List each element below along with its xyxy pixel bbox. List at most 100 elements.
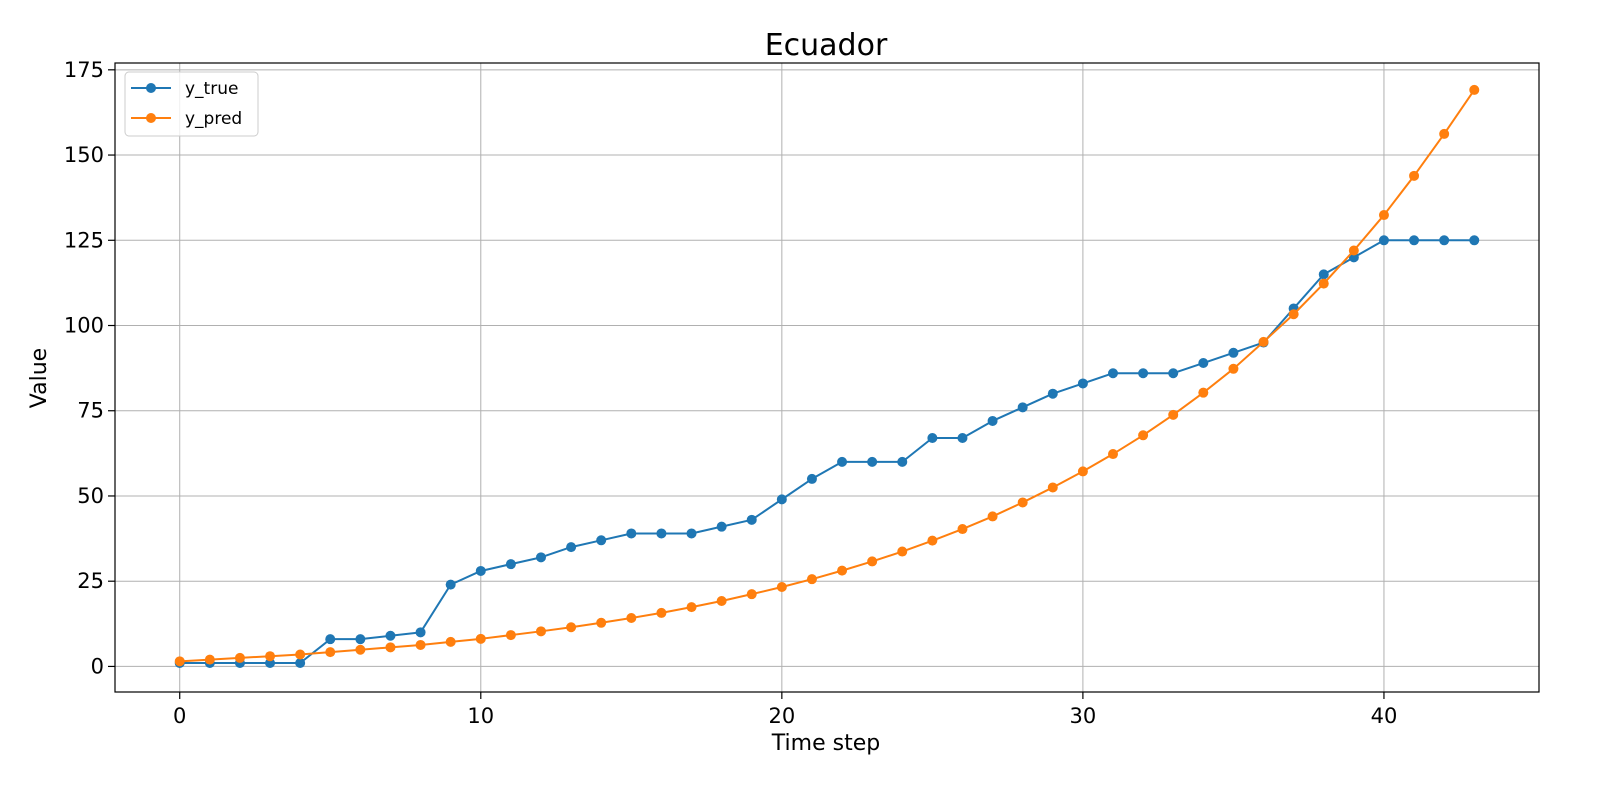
legend-items: y_true y_pred <box>131 79 242 129</box>
data-point <box>325 647 336 658</box>
data-point <box>837 456 848 467</box>
y-axis-label: Value <box>27 348 52 408</box>
x-axis-label: Time step <box>771 731 880 756</box>
data-point <box>1198 358 1209 369</box>
y-tick-label: 50 <box>77 484 104 508</box>
data-point <box>295 658 306 669</box>
data-point <box>596 617 607 628</box>
data-point <box>1318 278 1329 289</box>
data-point <box>445 636 456 647</box>
data-point <box>505 630 516 641</box>
data-point <box>1228 347 1239 358</box>
data-point <box>265 651 276 662</box>
data-point <box>927 433 938 444</box>
data-point <box>1469 235 1480 246</box>
data-point <box>1288 309 1299 320</box>
data-point <box>957 524 968 535</box>
data-point <box>1108 368 1119 379</box>
data-point <box>1047 482 1058 493</box>
data-point <box>626 613 637 624</box>
data-point <box>987 511 998 522</box>
data-point <box>927 535 938 546</box>
data-point <box>385 630 396 641</box>
chart-title: Ecuador <box>765 28 888 63</box>
data-point <box>957 433 968 444</box>
data-point <box>1198 387 1209 398</box>
data-point <box>837 565 848 576</box>
data-point <box>656 528 667 539</box>
data-point <box>204 654 215 665</box>
series-y-pred <box>174 84 1480 667</box>
data-point <box>1228 363 1239 374</box>
data-point <box>987 415 998 426</box>
data-point <box>1409 235 1420 246</box>
data-point <box>1017 402 1028 413</box>
legend-marker <box>146 113 156 123</box>
y-tick-label: 0 <box>91 654 104 678</box>
y-tick-label: 25 <box>77 569 104 593</box>
data-point <box>746 589 757 600</box>
data-point <box>1108 449 1119 460</box>
grid-lines <box>115 63 1539 692</box>
series-line <box>179 239 1475 665</box>
data-point <box>1409 170 1420 181</box>
data-point <box>716 595 727 606</box>
data-point <box>1258 336 1269 347</box>
x-tick-label: 20 <box>768 704 795 728</box>
series-y-true <box>174 235 1480 669</box>
data-point <box>656 607 667 618</box>
data-point <box>1077 466 1088 477</box>
x-tick-label: 40 <box>1371 704 1398 728</box>
data-point <box>806 473 817 484</box>
data-point <box>1469 84 1480 95</box>
data-point <box>355 644 366 655</box>
data-point <box>1439 235 1450 246</box>
x-tick-label: 10 <box>467 704 494 728</box>
y-tick-label: 75 <box>77 399 104 423</box>
data-point <box>1378 235 1389 246</box>
data-point <box>1378 210 1389 221</box>
data-point <box>415 639 426 650</box>
data-point <box>1138 430 1149 441</box>
data-point <box>806 574 817 585</box>
data-point <box>234 652 245 663</box>
data-point <box>1017 497 1028 508</box>
plot-frame <box>114 62 1540 693</box>
legend-label: y_true <box>185 79 238 99</box>
data-point <box>1168 368 1179 379</box>
data-point <box>325 634 336 645</box>
y-tick-label: 100 <box>64 314 104 338</box>
data-point <box>867 556 878 567</box>
data-point <box>445 579 456 590</box>
data-point <box>776 494 787 505</box>
y-tick-label: 125 <box>64 228 104 252</box>
data-point <box>415 627 426 638</box>
data-point <box>596 535 607 546</box>
data-series <box>174 84 1480 669</box>
y-tick-label: 175 <box>64 58 104 82</box>
axis-ticks: 0 10 20 30 40 0 25 50 75 100 125 150 175 <box>64 58 1397 728</box>
data-point <box>566 542 577 553</box>
data-point <box>1318 269 1329 280</box>
legend-marker <box>146 83 156 93</box>
data-point <box>1047 388 1058 399</box>
data-point <box>385 642 396 653</box>
legend: y_true y_pred <box>124 71 259 137</box>
data-point <box>475 633 486 644</box>
data-point <box>686 602 697 613</box>
data-point <box>1168 409 1179 420</box>
data-point <box>716 521 727 532</box>
data-point <box>626 528 637 539</box>
data-point <box>1348 245 1359 256</box>
data-point <box>505 559 516 570</box>
x-tick-label: 0 <box>173 704 186 728</box>
data-point <box>867 456 878 467</box>
x-tick-label: 30 <box>1070 704 1097 728</box>
data-point <box>295 649 306 660</box>
data-point <box>1077 378 1088 389</box>
data-point <box>776 581 787 592</box>
data-point <box>566 622 577 633</box>
data-point <box>535 552 546 563</box>
data-point <box>174 656 185 667</box>
data-point <box>897 456 908 467</box>
